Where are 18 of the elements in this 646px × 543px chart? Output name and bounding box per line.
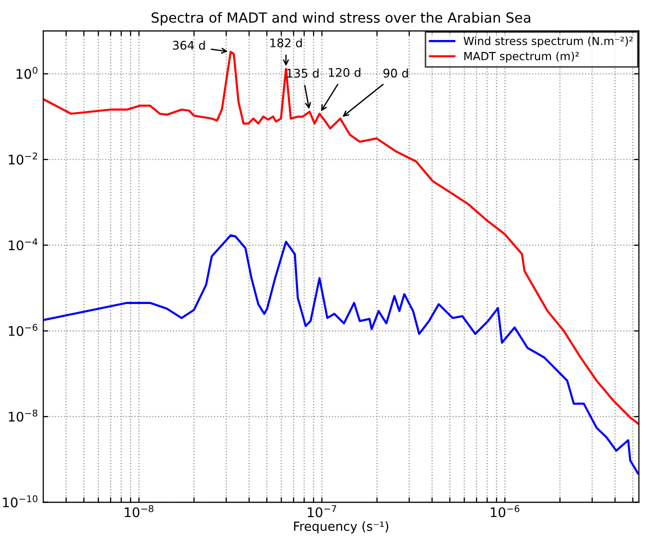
annotation: 90 d xyxy=(383,68,408,78)
x-tick-label: 10$^{−6}$ xyxy=(490,505,520,518)
annotation: 364 d xyxy=(172,40,205,50)
chart-title: Spectra of MADT and wind stress over the Arabian Sea xyxy=(152,12,530,26)
y-tick-label: 10$^{−6}$ xyxy=(8,324,38,336)
annotation: 120 d xyxy=(328,68,360,77)
x-axis-title: Frequency (s⁻¹) xyxy=(294,521,388,534)
x-tick-label: 10$^{−7}$ xyxy=(308,505,336,518)
annotation: 182 d xyxy=(270,38,302,48)
y-tick-label: 10$^{−8}$ xyxy=(8,410,38,422)
annotation: 135 d xyxy=(287,68,319,78)
y-tick-label: 10$^{−2}$ xyxy=(8,152,38,165)
x-tick-label: 10$^{−8}$ xyxy=(124,505,154,518)
y-tick-label: 10$^{0}$ xyxy=(16,66,38,79)
y-tick-label: 10$^{−10}$ xyxy=(3,495,38,508)
y-tick-label: 10$^{−4}$ xyxy=(8,238,38,250)
legend-label: MADT spectrum (m)² xyxy=(464,52,579,62)
legend-label: Wind stress spectrum (N.m⁻²)² xyxy=(464,36,633,48)
